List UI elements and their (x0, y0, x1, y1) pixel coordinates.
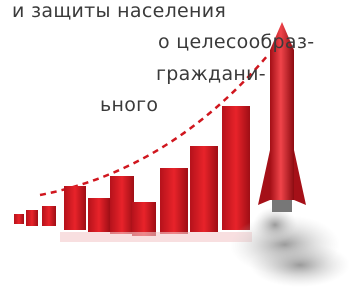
text-line: о целесообраз- (158, 31, 314, 53)
text-line: ьного (100, 94, 158, 116)
text-line: граждани- (156, 63, 266, 85)
page: и защиты населения о целесообраз- гражда… (0, 0, 354, 290)
text-line: и защиты населения (12, 0, 226, 22)
bars (14, 106, 252, 242)
